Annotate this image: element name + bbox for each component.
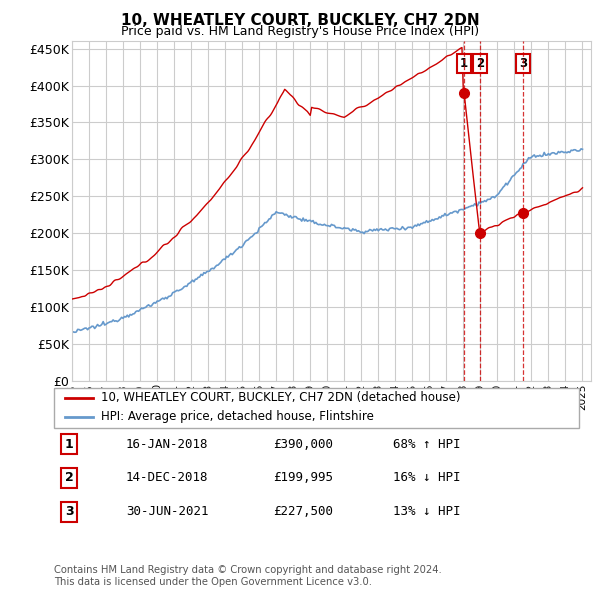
Text: 13% ↓ HPI: 13% ↓ HPI xyxy=(393,505,461,518)
Text: 16-JAN-2018: 16-JAN-2018 xyxy=(126,438,209,451)
Text: 2: 2 xyxy=(476,57,484,70)
Text: HPI: Average price, detached house, Flintshire: HPI: Average price, detached house, Flin… xyxy=(101,410,374,423)
Text: 68% ↑ HPI: 68% ↑ HPI xyxy=(393,438,461,451)
Text: £199,995: £199,995 xyxy=(273,471,333,484)
Text: 3: 3 xyxy=(519,57,527,70)
Text: 1: 1 xyxy=(460,57,468,70)
Text: Contains HM Land Registry data © Crown copyright and database right 2024.
This d: Contains HM Land Registry data © Crown c… xyxy=(54,565,442,587)
Text: 16% ↓ HPI: 16% ↓ HPI xyxy=(393,471,461,484)
Text: £227,500: £227,500 xyxy=(273,505,333,518)
Text: 14-DEC-2018: 14-DEC-2018 xyxy=(126,471,209,484)
Text: 1: 1 xyxy=(65,438,73,451)
Text: £390,000: £390,000 xyxy=(273,438,333,451)
Text: 2: 2 xyxy=(65,471,73,484)
Text: 10, WHEATLEY COURT, BUCKLEY, CH7 2DN: 10, WHEATLEY COURT, BUCKLEY, CH7 2DN xyxy=(121,13,479,28)
Text: 3: 3 xyxy=(65,505,73,518)
Text: 30-JUN-2021: 30-JUN-2021 xyxy=(126,505,209,518)
Text: 10, WHEATLEY COURT, BUCKLEY, CH7 2DN (detached house): 10, WHEATLEY COURT, BUCKLEY, CH7 2DN (de… xyxy=(101,391,461,404)
Text: Price paid vs. HM Land Registry's House Price Index (HPI): Price paid vs. HM Land Registry's House … xyxy=(121,25,479,38)
